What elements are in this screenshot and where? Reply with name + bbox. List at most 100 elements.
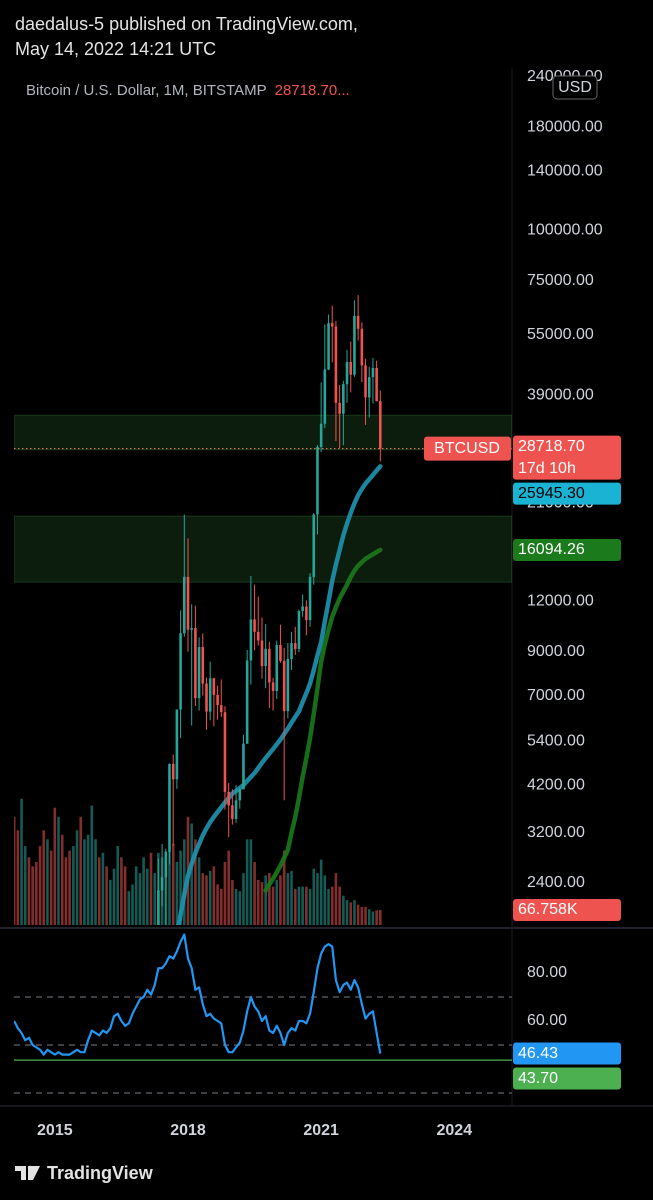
y-tick-label: 100000.00	[527, 221, 603, 238]
moving-average	[176, 464, 383, 925]
volume-bar	[234, 888, 238, 925]
candle-body	[349, 362, 353, 375]
volume-bar	[194, 839, 197, 925]
volume-bar	[53, 807, 57, 925]
volume-bar	[64, 857, 68, 925]
volume-bar	[316, 873, 319, 925]
candle-body	[375, 367, 378, 401]
y-tick-label: 75000.00	[527, 272, 594, 289]
volume-bar	[260, 882, 264, 925]
candle-body	[360, 328, 364, 366]
volume-bar	[46, 839, 49, 925]
y-tick-label: 4200.00	[527, 776, 585, 793]
y-tick-label: 140000.00	[527, 163, 603, 180]
y-tick-label: 9000.00	[527, 643, 585, 660]
price-label-text: 16094.26	[518, 541, 585, 558]
rsi-pane	[14, 933, 512, 1094]
candle-body	[186, 576, 190, 630]
volume-bar	[142, 857, 145, 925]
price-label-text: 25945.30	[518, 485, 585, 502]
price-label-text: 43.70	[518, 1070, 558, 1087]
price-label-text: 17d 10h	[518, 460, 576, 477]
volume-bar	[231, 879, 234, 925]
volume-bar	[268, 873, 271, 925]
logo-icon	[15, 1166, 40, 1180]
candle-body	[260, 640, 264, 667]
candle-body	[205, 683, 208, 712]
volume-bar	[23, 846, 27, 925]
volume-bar	[72, 846, 75, 925]
candle-body	[334, 326, 338, 403]
volume-bar	[364, 906, 367, 925]
y-tick-label: 3200.00	[527, 824, 585, 841]
candle-body	[238, 789, 242, 801]
volume-bar	[38, 846, 42, 925]
volume-bar	[183, 839, 186, 925]
candle-body	[194, 628, 197, 699]
volume-bar	[123, 866, 127, 925]
candle-body	[271, 682, 275, 691]
candle-body	[353, 315, 356, 375]
volume-bar	[42, 830, 46, 925]
y-tick-label: 5400.00	[527, 732, 585, 749]
rsi-line	[14, 933, 382, 1056]
candle-body	[286, 659, 290, 712]
candle-body	[364, 365, 367, 398]
volume-bar	[49, 850, 53, 925]
volume-bar	[68, 850, 71, 925]
candle-body	[367, 377, 371, 398]
volume-bar	[312, 868, 316, 925]
x-tick-label: 2021	[303, 1122, 339, 1139]
zone	[14, 515, 512, 583]
candle-body	[175, 709, 179, 780]
candle-body	[308, 576, 312, 621]
candle-body	[249, 619, 253, 661]
volume-bar	[323, 875, 327, 925]
volume-bar	[16, 830, 20, 925]
volume-bar	[223, 861, 227, 925]
candle-body	[268, 648, 271, 683]
volume-bar	[242, 873, 245, 925]
volume-bar	[338, 886, 341, 925]
volume-bar	[205, 875, 208, 925]
volume-bar	[271, 886, 275, 925]
volume-bar	[301, 886, 304, 925]
candle-body	[208, 678, 212, 712]
symbol-box	[424, 436, 511, 461]
currency: USD	[558, 79, 592, 96]
candle-body	[316, 446, 319, 515]
volume-bar	[319, 859, 323, 925]
candle-body	[290, 643, 293, 660]
volume-bar	[216, 884, 219, 925]
volume-bar	[83, 839, 86, 925]
moving-average	[263, 547, 383, 893]
candle-body	[157, 890, 160, 925]
candle-body	[190, 628, 193, 630]
publish-date: May 14, 2022 14:21 UTC	[15, 39, 216, 59]
symbol-label: BTCUSD	[434, 440, 500, 457]
volume-bar	[27, 857, 31, 925]
y-tick-label: 60.00	[527, 1012, 567, 1029]
volume-bar	[256, 879, 260, 925]
y-tick-label: 55000.00	[527, 326, 594, 343]
candle-body	[323, 369, 327, 424]
volume-bar	[201, 873, 205, 925]
publisher: daedalus-5 published on TradingView.com,	[15, 14, 358, 34]
volume-bar	[308, 888, 312, 925]
volume-bar	[57, 816, 60, 925]
candle-body	[301, 606, 304, 612]
price-label-box	[513, 1042, 621, 1065]
volume-bar	[105, 866, 108, 925]
price-label-box	[513, 1067, 621, 1090]
volume-bar	[171, 843, 175, 925]
candle-body	[216, 694, 219, 706]
volume-bar	[175, 861, 179, 925]
candle-body	[231, 805, 234, 819]
volume-bar	[116, 846, 120, 925]
volume-bar	[290, 870, 293, 925]
volume-bar	[227, 850, 230, 925]
candle-body	[171, 763, 175, 780]
price-label-box	[513, 538, 621, 561]
logo-dot	[27, 1165, 33, 1171]
